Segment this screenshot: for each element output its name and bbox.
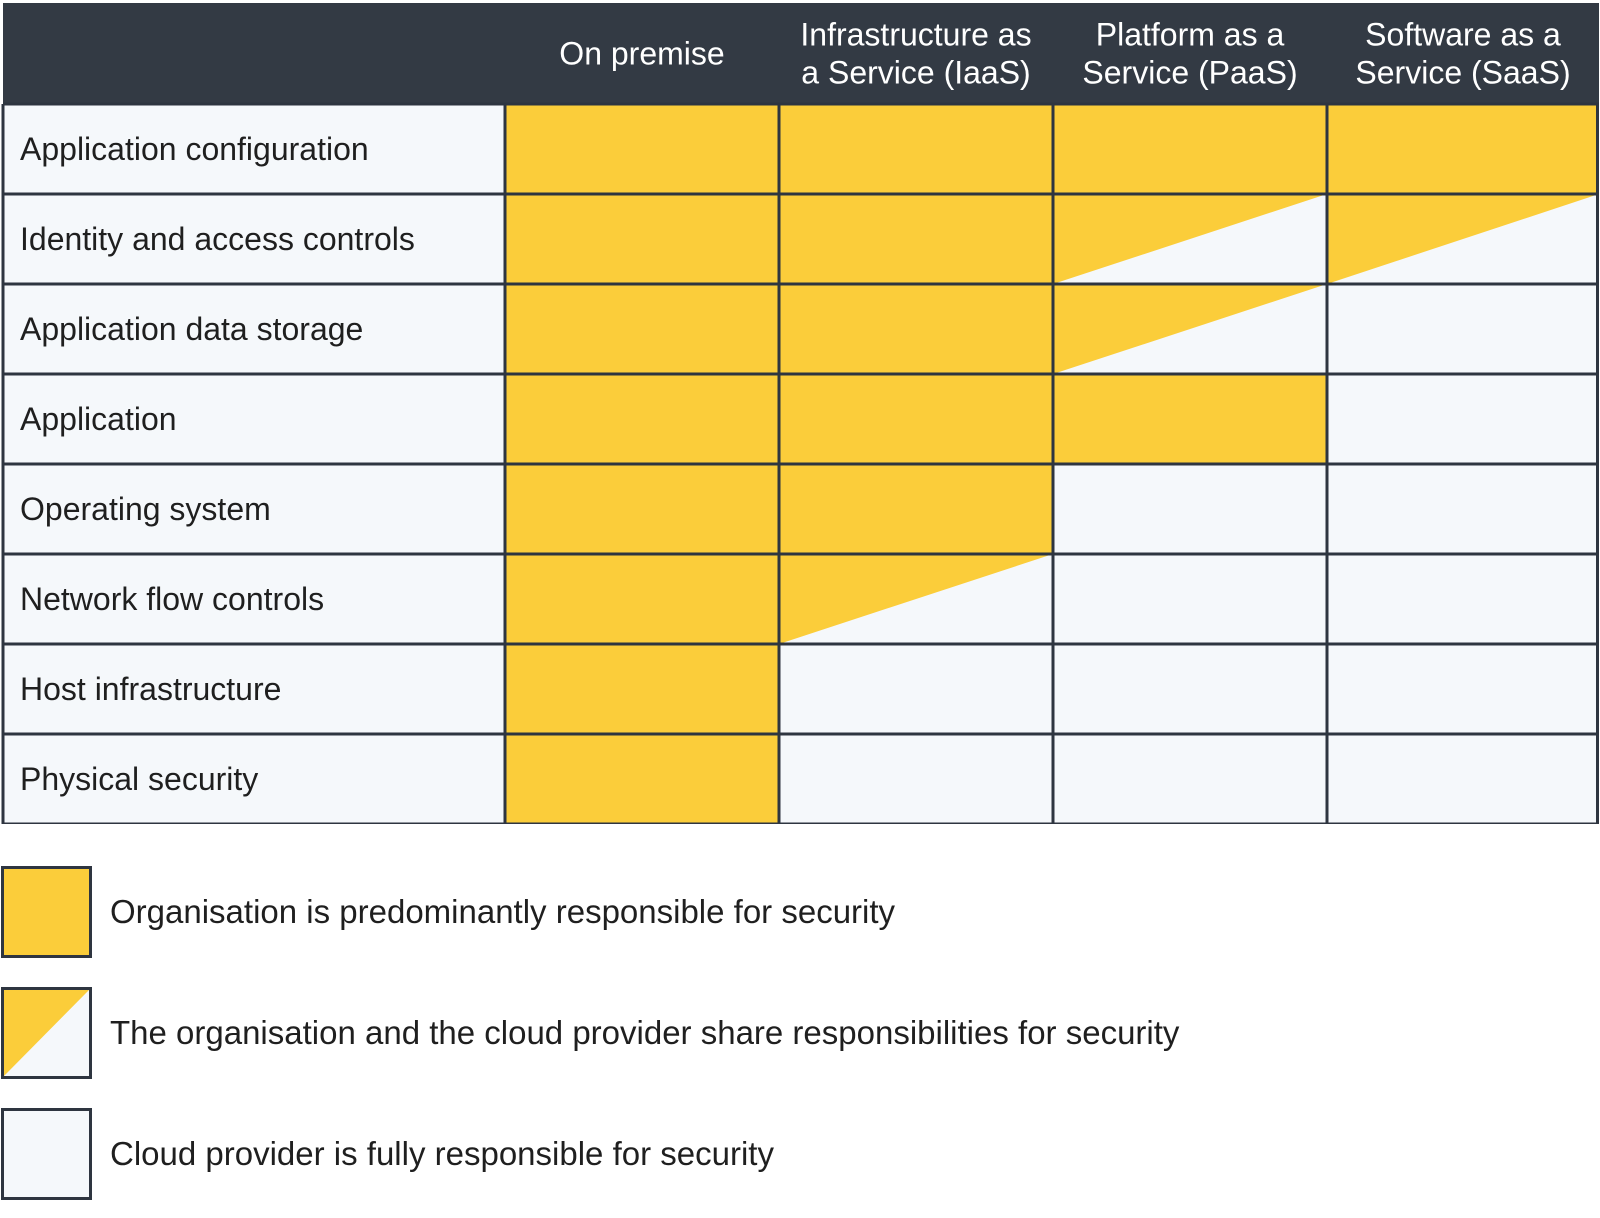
cell-shared-organisation-part bbox=[1053, 194, 1327, 284]
cell-organisation bbox=[505, 104, 779, 194]
cell-organisation bbox=[505, 554, 779, 644]
cell-shared bbox=[1053, 284, 1327, 374]
row-label: Operating system bbox=[20, 491, 271, 527]
row-label: Network flow controls bbox=[20, 581, 324, 617]
row-label: Application data storage bbox=[20, 311, 363, 347]
cell-organisation bbox=[1053, 374, 1327, 464]
cell-provider bbox=[1327, 554, 1599, 644]
cell-provider bbox=[1327, 464, 1599, 554]
cell-organisation bbox=[779, 104, 1053, 194]
cell-provider bbox=[779, 644, 1053, 734]
row-label-cell bbox=[3, 644, 505, 734]
column-header-line: Service (PaaS) bbox=[1082, 55, 1297, 91]
column-header: On premise bbox=[559, 36, 724, 72]
column-header-line: Platform as a bbox=[1096, 17, 1285, 53]
cell-provider bbox=[1327, 284, 1599, 374]
column-header: Infrastructure as a Service (IaaS) bbox=[800, 17, 1031, 91]
cell-organisation bbox=[505, 194, 779, 284]
cell-organisation bbox=[779, 374, 1053, 464]
legend-item-organisation: Organisation is predominantly responsibl… bbox=[0, 866, 1500, 960]
row-label-cell bbox=[3, 464, 505, 554]
cell-organisation bbox=[779, 194, 1053, 284]
cell-shared-organisation-part bbox=[779, 554, 1053, 644]
cell-shared-organisation-part bbox=[1053, 284, 1327, 374]
row-label-cell bbox=[3, 554, 505, 644]
legend-label: Cloud provider is fully responsible for … bbox=[110, 1135, 774, 1172]
row-label: Identity and access controls bbox=[20, 221, 415, 257]
column-header: Platform as a Service (PaaS) bbox=[1082, 17, 1297, 91]
column-header-line: Infrastructure as bbox=[800, 17, 1031, 53]
cell-organisation bbox=[779, 464, 1053, 554]
legend-swatch-shared-organisation-part bbox=[4, 990, 89, 1076]
row-label-cell bbox=[3, 374, 505, 464]
cell-provider bbox=[1053, 734, 1327, 824]
column-header-line: a Service (IaaS) bbox=[801, 55, 1030, 91]
row-label-cell bbox=[3, 104, 505, 194]
cell-shared bbox=[1327, 194, 1599, 284]
cell-provider bbox=[779, 734, 1053, 824]
legend-label: Organisation is predominantly responsibl… bbox=[110, 893, 896, 930]
cell-organisation bbox=[779, 284, 1053, 374]
cell-organisation bbox=[505, 644, 779, 734]
cell-provider bbox=[1327, 374, 1599, 464]
responsibility-matrix: On premise Infrastructure as a Service (Ia… bbox=[1, 3, 1599, 824]
row-label: Physical security bbox=[20, 761, 258, 797]
cell-organisation bbox=[1327, 104, 1599, 194]
grid-lines bbox=[1, 102, 1599, 824]
row-label-cell bbox=[3, 194, 505, 284]
cell-provider bbox=[1327, 644, 1599, 734]
cell-organisation bbox=[505, 464, 779, 554]
legend-swatch-provider bbox=[1, 1108, 92, 1200]
column-header-line: On premise bbox=[559, 36, 724, 72]
cell-provider bbox=[1053, 464, 1327, 554]
cell-shared bbox=[1053, 194, 1327, 284]
header-bar bbox=[3, 3, 1599, 104]
column-header-line: Software as a bbox=[1365, 17, 1561, 53]
cell-organisation bbox=[505, 734, 779, 824]
row-label-cell bbox=[3, 734, 505, 824]
legend-swatch-shared bbox=[1, 987, 92, 1079]
cell-provider bbox=[1327, 734, 1599, 824]
cell-shared-organisation-part bbox=[1327, 194, 1599, 284]
cell-provider bbox=[1053, 554, 1327, 644]
legend-item-shared: The organisation and the cloud provider … bbox=[0, 987, 1500, 1081]
cell-organisation bbox=[505, 374, 779, 464]
cell-shared bbox=[779, 554, 1053, 644]
legend-swatch-organisation bbox=[1, 866, 92, 958]
column-header-line: Service (SaaS) bbox=[1355, 55, 1570, 91]
cell-provider bbox=[1053, 644, 1327, 734]
row-label: Application configuration bbox=[20, 131, 369, 167]
legend-label: The organisation and the cloud provider … bbox=[110, 1014, 1180, 1051]
row-label-cell bbox=[3, 284, 505, 374]
cell-organisation bbox=[505, 284, 779, 374]
legend-swatch-shared-graphic bbox=[4, 990, 89, 1076]
row-label: Host infrastructure bbox=[20, 671, 281, 707]
column-header: Software as a Service (SaaS) bbox=[1355, 17, 1570, 91]
cell-organisation bbox=[1053, 104, 1327, 194]
legend-item-provider: Cloud provider is fully responsible for … bbox=[0, 1108, 1500, 1202]
row-label: Application bbox=[20, 401, 177, 437]
